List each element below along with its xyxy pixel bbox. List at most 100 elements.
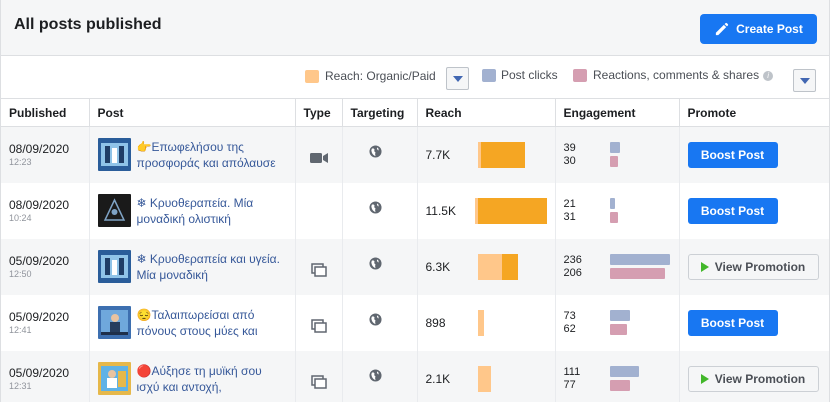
table-row: 08/09/2020 12:23 👉Επωφελήσου της προσφορ… bbox=[1, 126, 829, 183]
post-text-link[interactable]: ❄ Κρυοθεραπεία. Μία μοναδική ολιστική bbox=[136, 195, 254, 226]
reach-bar-paid bbox=[480, 141, 525, 168]
play-icon bbox=[700, 261, 709, 272]
reactions-value: 30 bbox=[563, 154, 576, 167]
post-thumbnail[interactable] bbox=[97, 362, 131, 395]
reach-cell: 898 bbox=[417, 294, 556, 351]
view-promotion-button[interactable]: View Promotion bbox=[687, 253, 819, 280]
column-header-post[interactable]: Post bbox=[89, 98, 296, 127]
boost-post-button[interactable]: Boost Post bbox=[687, 141, 778, 168]
boost-post-button[interactable]: Boost Post bbox=[687, 309, 778, 336]
chevron-down-icon bbox=[799, 77, 810, 84]
post-text-link[interactable]: 🔴Αύξησε τη μυϊκή σου ισχύ και αντοχή, bbox=[136, 363, 262, 394]
post-text-link[interactable]: ❄ Κρυοθεραπεία και υγεία. Μία μοναδική bbox=[136, 251, 280, 282]
reach-bar-organic bbox=[477, 365, 491, 392]
engagement-cell: 236 206 bbox=[555, 238, 680, 295]
reach-value: 11.5K bbox=[425, 203, 456, 218]
reach-cell: 11.5K bbox=[417, 182, 556, 239]
post-clicks-bar bbox=[609, 310, 630, 321]
post-clicks-value: 73 bbox=[563, 309, 576, 322]
post-clicks-bar bbox=[609, 198, 615, 209]
reach-bar bbox=[477, 309, 484, 336]
table-header-row: Published Post Type Targeting Reach Enga… bbox=[1, 98, 829, 127]
promote-cell: View Promotion bbox=[679, 238, 829, 295]
globe-icon bbox=[369, 201, 382, 214]
column-header-targeting[interactable]: Targeting bbox=[342, 98, 418, 127]
engagement-cell: 21 31 bbox=[555, 182, 680, 239]
column-header-type[interactable]: Type bbox=[295, 98, 343, 127]
reach-bar bbox=[477, 141, 525, 168]
published-date: 05/09/2020 bbox=[9, 253, 70, 268]
type-cell bbox=[295, 238, 343, 295]
table-row: 08/09/2020 10:24 ❄ Κρυοθεραπεία. Μία μον… bbox=[1, 182, 829, 239]
boost-post-label: Boost Post bbox=[700, 203, 765, 218]
targeting-cell bbox=[342, 294, 418, 351]
reach-bar-organic bbox=[474, 197, 478, 224]
reach-bar-organic bbox=[477, 309, 484, 336]
post-clicks-value: 236 bbox=[563, 253, 582, 266]
post-cell: 😔Ταλαιπωρείσαι από πόνους στους μύες και bbox=[89, 294, 296, 351]
reactions-bar bbox=[609, 380, 630, 391]
globe-icon bbox=[369, 145, 382, 158]
column-header-engagement[interactable]: Engagement bbox=[555, 98, 680, 127]
carousel-icon bbox=[310, 374, 327, 389]
targeting-cell bbox=[342, 182, 418, 239]
type-cell bbox=[295, 294, 343, 351]
engagement-cell: 39 30 bbox=[555, 126, 680, 183]
legend-label-clicks: Post clicks bbox=[501, 68, 558, 82]
reach-cell: 7.7K bbox=[417, 126, 556, 183]
legend-swatch-clicks bbox=[482, 69, 496, 82]
column-header-promote[interactable]: Promote bbox=[679, 98, 829, 127]
reactions-bar bbox=[609, 156, 618, 168]
published-cell: 08/09/2020 10:24 bbox=[1, 182, 90, 239]
posts-table: Published Post Type Targeting Reach Enga… bbox=[1, 98, 829, 402]
engagement-cell: 73 62 bbox=[555, 294, 680, 351]
reach-value: 898 bbox=[425, 315, 446, 330]
targeting-cell bbox=[342, 126, 418, 183]
legend-swatch-reach bbox=[305, 70, 319, 83]
reach-bar-organic bbox=[477, 253, 502, 280]
post-clicks-bar bbox=[609, 366, 639, 377]
reach-bar-paid bbox=[477, 197, 547, 224]
boost-post-label: Boost Post bbox=[700, 147, 765, 162]
post-thumbnail[interactable] bbox=[97, 306, 131, 339]
post-thumbnail[interactable] bbox=[97, 194, 131, 227]
legend-swatch-reactions bbox=[573, 69, 587, 82]
published-time: 12:31 bbox=[9, 380, 32, 391]
boost-post-button[interactable]: Boost Post bbox=[687, 197, 778, 224]
reactions-value: 77 bbox=[563, 378, 576, 391]
table-row: 05/09/2020 12:50 ❄ Κρυοθεραπεία και υγεί… bbox=[1, 238, 829, 295]
chevron-down-icon bbox=[452, 75, 463, 82]
chart-legend: Reach: Organic/Paid Post clicks Reaction… bbox=[1, 56, 829, 98]
column-header-published[interactable]: Published bbox=[1, 98, 90, 127]
reach-bar bbox=[477, 365, 491, 392]
legend-reactions-text: Reactions, comments & shares bbox=[593, 68, 760, 82]
published-cell: 05/09/2020 12:31 bbox=[1, 350, 90, 402]
reactions-bar bbox=[609, 324, 627, 335]
post-text-link[interactable]: 👉Επωφελήσου της προσφοράς και απόλαυσε bbox=[136, 139, 276, 170]
post-thumbnail[interactable] bbox=[97, 138, 131, 172]
view-promotion-button[interactable]: View Promotion bbox=[687, 365, 819, 392]
legend-label-reactions: Reactions, comments & shares i bbox=[593, 68, 774, 82]
create-post-button[interactable]: Create Post bbox=[700, 14, 817, 44]
create-post-label: Create Post bbox=[736, 22, 803, 36]
column-header-reach[interactable]: Reach bbox=[417, 98, 556, 127]
targeting-cell bbox=[342, 350, 418, 402]
type-cell bbox=[295, 126, 343, 183]
info-icon[interactable]: i bbox=[763, 71, 774, 81]
engagement-dropdown[interactable] bbox=[793, 69, 816, 92]
reactions-value: 62 bbox=[563, 322, 576, 335]
globe-icon bbox=[369, 313, 382, 326]
panel-header: All posts published Create Post bbox=[1, 0, 829, 56]
globe-icon bbox=[369, 257, 382, 270]
reach-value: 2.1K bbox=[425, 371, 451, 386]
reactions-bar bbox=[609, 268, 665, 279]
reach-dropdown[interactable] bbox=[446, 67, 469, 90]
post-text-link[interactable]: 😔Ταλαιπωρείσαι από πόνους στους μύες και bbox=[136, 307, 258, 338]
engagement-cell: 111 77 bbox=[555, 350, 680, 402]
table-row: 05/09/2020 12:31 🔴Αύξησε τη μυϊκή σου ισ… bbox=[1, 350, 829, 402]
promote-cell: Boost Post bbox=[679, 294, 829, 351]
post-thumbnail[interactable] bbox=[97, 250, 131, 283]
reactions-value: 31 bbox=[563, 210, 576, 223]
promote-cell: Boost Post bbox=[679, 126, 829, 183]
